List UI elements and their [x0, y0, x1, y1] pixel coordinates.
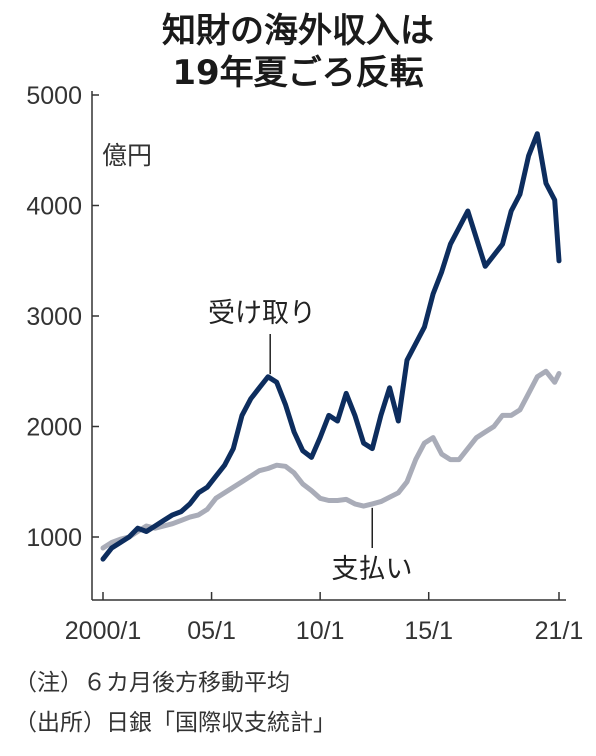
y-tick-label: 1000 [26, 524, 82, 552]
note-source: （出所）日銀「国際収支統計」 [14, 710, 336, 736]
x-tick-label: 10/1 [296, 617, 345, 645]
x-tick-label: 2000/1 [65, 617, 141, 645]
chart-title-line-1: 知財の海外収入は [162, 11, 434, 51]
y-tick-label: 4000 [26, 193, 82, 221]
receipts-line [100, 131, 562, 562]
x-tick-label: 05/1 [187, 617, 236, 645]
x-tick-label: 21/1 [535, 617, 584, 645]
note-moving-average: （注）６カ月後方移動平均 [14, 670, 290, 696]
payments-line [100, 368, 562, 551]
series-layer [100, 131, 562, 562]
y-tick-label: 3000 [26, 303, 82, 331]
series-label-receipts: 受け取り [208, 298, 316, 329]
chart-title-line-2: 19年夏ごろ反転 [172, 53, 423, 93]
y-tick-label: 5000 [26, 82, 82, 110]
axes: 1000 2000 3000 4000 5000 2000/1 05/1 10/1 15/1 21… [26, 82, 583, 645]
y-tick-label: 2000 [26, 414, 82, 442]
y-axis-unit-label: 億円 [102, 141, 152, 170]
x-tick-label: 15/1 [404, 617, 453, 645]
series-label-payments: 支払い [332, 554, 413, 585]
